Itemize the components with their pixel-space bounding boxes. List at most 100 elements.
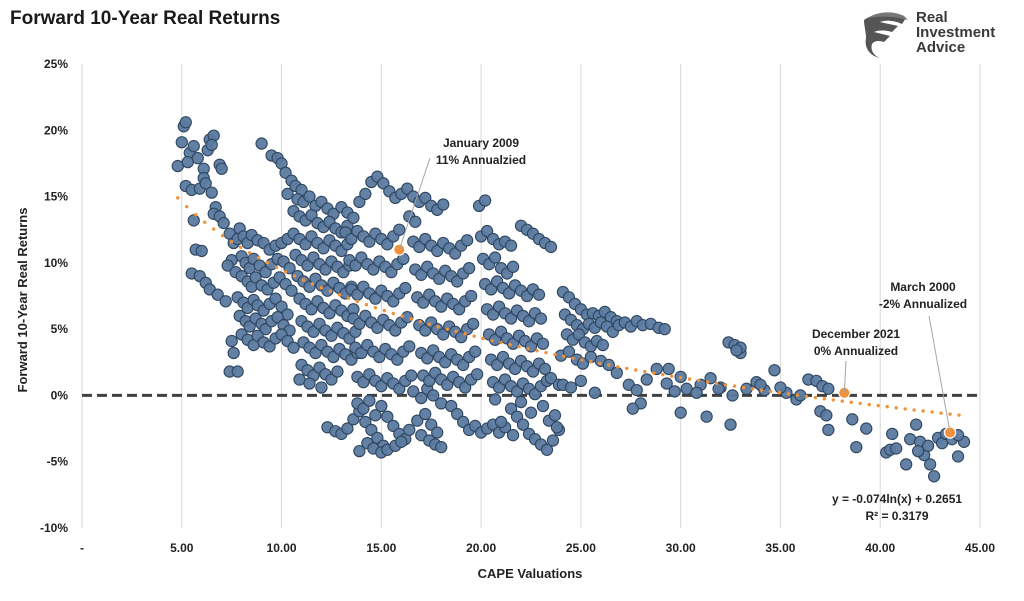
trendline-dot [625,366,629,371]
data-point [205,186,218,199]
trendline-dot [238,245,243,250]
trendline-dot [903,407,907,411]
data-point [215,162,228,175]
annotation-line1: January 2009 [443,136,519,150]
trendline-dot [517,345,521,349]
trendline-dot [337,293,342,297]
data-point [315,381,328,394]
data-point [281,308,294,321]
trendline-dot [445,327,449,331]
data-point [179,116,192,129]
data-point [403,423,416,437]
trendline-dot [274,265,279,270]
data-point [712,382,725,395]
trendline-dot [212,227,216,231]
data-point [909,418,923,431]
trendline-dot [741,385,746,390]
trendline-dot [598,361,602,366]
trendline-dot [921,409,925,413]
trendline-dot [804,394,809,399]
data-point [724,418,737,431]
data-point [427,389,440,402]
trendline-dot [661,372,665,377]
data-point [211,288,224,301]
trendline-dot [607,363,611,367]
trendline-dot [580,358,584,362]
trendline-dot [813,395,818,400]
trendline-dot [346,296,351,300]
trendline-dot [894,406,898,410]
trendline-dot [544,350,548,355]
data-point [588,386,602,399]
data-point [219,295,232,308]
annotation-leader-line [398,157,431,250]
y-tick-label: -10% [40,521,68,535]
chart-title: Forward 10-Year Real Returns [10,8,281,29]
data-point [415,391,428,405]
trendline-dot [687,377,692,381]
trendline-dot [669,374,674,378]
data-point [488,251,502,264]
trendline-dot [301,278,306,282]
data-point [303,190,316,203]
trendline-dot [490,338,494,343]
logo-line-investment: Investment [916,24,996,41]
x-axis-label: CAPE Valuations [478,566,583,581]
trendline-dot [409,317,413,321]
annotation-line2: 11% Annualzied [436,153,526,167]
data-point [626,402,639,415]
data-points [171,116,971,483]
logo-text: Real Investment Advice [916,10,995,55]
data-point [630,383,643,397]
data-point [419,407,432,421]
trendline-dot [930,410,934,414]
trendline-equation: y = -0.074ln(x) + 0.2651 [832,492,962,506]
annotation-line1: December 2021 [812,327,900,341]
data-point [911,444,925,458]
trendline-dot [283,270,288,274]
trendline-dot [391,311,396,316]
data-point [564,381,578,394]
trendline-dot [723,383,728,387]
data-point [524,406,538,419]
data-point [540,443,554,456]
data-point [576,357,590,370]
vertical-grid [81,64,981,528]
data-point [466,317,480,330]
data-point [255,137,268,150]
data-point [287,341,300,354]
x-tick-label: 35.00 [765,541,795,555]
annotation-line1: March 2000 [890,280,956,294]
trendline-dot [508,343,512,347]
data-point [690,386,703,399]
data-point [668,385,681,398]
data-point [768,364,781,377]
data-point [464,289,478,303]
data-point [187,214,200,227]
data-point [820,409,833,422]
trendline-dot [759,388,764,392]
data-point [303,377,316,390]
trendline-dot [319,286,324,290]
data-point [674,406,687,419]
trendline-dot [454,329,458,334]
data-point [504,239,518,252]
trendline-r-squared: R² = 0.3179 [865,509,928,523]
data-point [850,440,863,454]
data-point [399,281,412,295]
trendline-dot [400,314,404,318]
trendline-dot [535,349,539,353]
trendline-dot [696,378,701,383]
data-point [431,426,444,439]
trendline-dot [732,384,737,388]
x-axis-ticks: - 5.00 10.00 15.00 20.00 25.00 30.00 35.00 40.00… [80,541,995,555]
data-point [285,284,298,297]
x-tick-label: 30.00 [666,541,696,555]
data-point [596,338,609,352]
data-point [951,450,965,463]
annotation-leader-line [843,360,847,393]
y-tick-label: 20% [44,123,68,137]
data-point [536,337,550,350]
data-point [409,215,422,228]
trendline-dot [553,352,557,357]
